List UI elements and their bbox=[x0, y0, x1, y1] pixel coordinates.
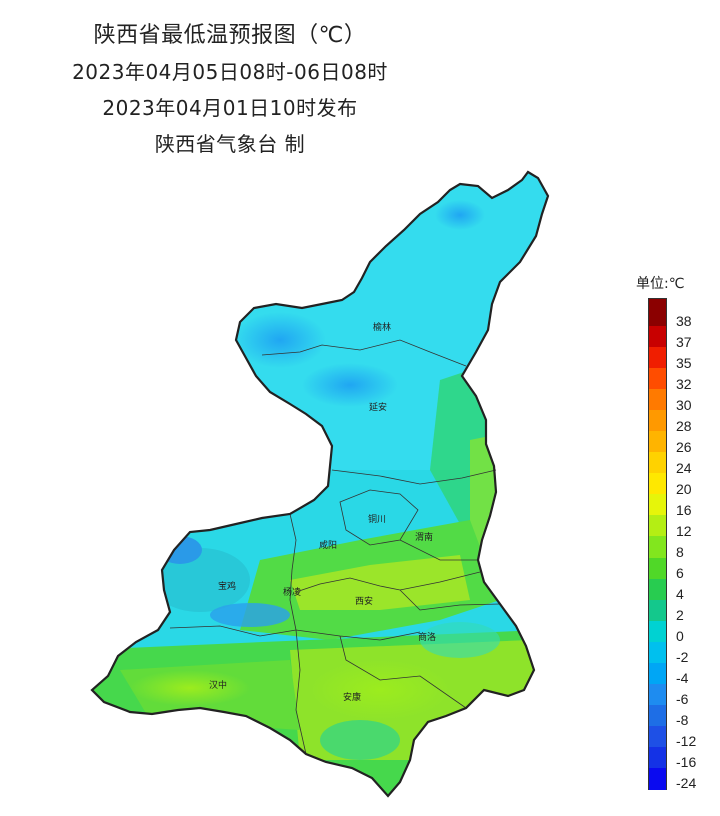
legend-tick-label: 38 bbox=[676, 312, 692, 329]
legend-tick-label: 6 bbox=[676, 565, 684, 582]
city-label-shangluo: 商洛 bbox=[418, 631, 436, 643]
legend-swatch bbox=[649, 662, 666, 685]
legend-tick-label: 2 bbox=[676, 607, 684, 624]
legend-swatch bbox=[649, 368, 666, 390]
legend-swatch bbox=[649, 767, 666, 790]
legend-swatch bbox=[649, 578, 666, 601]
legend-swatch bbox=[649, 557, 666, 580]
legend-swatch bbox=[649, 473, 666, 495]
legend-swatch bbox=[649, 725, 666, 748]
legend-tick-label: 16 bbox=[676, 501, 692, 518]
legend-swatch bbox=[649, 431, 666, 453]
legend-swatch bbox=[649, 746, 666, 769]
legend-tick-label: -4 bbox=[676, 670, 689, 687]
legend-tick-label: -8 bbox=[676, 712, 689, 729]
legend-swatch bbox=[649, 494, 666, 517]
map-title-block: 陕西省最低温预报图（℃） 2023年04月05日08时-06日08时 2023年… bbox=[0, 18, 460, 162]
legend-swatch bbox=[649, 620, 666, 643]
legend-tick-label: 28 bbox=[676, 417, 692, 434]
legend-tick-label: 30 bbox=[676, 396, 692, 413]
agency-label: 陕西省气象台 制 bbox=[154, 132, 306, 156]
legend-tick-label: -12 bbox=[676, 733, 697, 750]
legend-tick-label: 4 bbox=[676, 586, 684, 603]
city-label-tongchuan: 铜川 bbox=[368, 513, 386, 525]
legend-tick-label: -6 bbox=[676, 691, 689, 708]
city-label-baoji: 宝鸡 bbox=[218, 580, 236, 592]
legend-swatch bbox=[649, 347, 666, 369]
legend-swatch bbox=[649, 599, 666, 622]
legend-swatch bbox=[649, 389, 666, 411]
legend-tick-label: 26 bbox=[676, 438, 692, 455]
legend-title: 单位:℃ bbox=[636, 276, 685, 292]
city-boundaries bbox=[169, 339, 501, 755]
city-label-xianyang: 咸阳 bbox=[319, 539, 337, 551]
city-label-yulin: 榆林 bbox=[373, 321, 391, 333]
legend-tick-label: 0 bbox=[676, 628, 684, 645]
legend-tick-label: -24 bbox=[676, 775, 697, 792]
legend-tick-label: 12 bbox=[676, 522, 692, 539]
legend-swatch bbox=[649, 515, 666, 538]
legend-tick-label: 32 bbox=[676, 375, 692, 392]
legend-swatch bbox=[649, 305, 666, 327]
city-label-yangling: 杨凌 bbox=[283, 586, 301, 598]
legend-swatch bbox=[649, 410, 666, 432]
city-label-weinan: 渭南 bbox=[415, 531, 433, 543]
legend-tick-label: -16 bbox=[676, 754, 697, 771]
legend-swatch bbox=[649, 683, 666, 706]
legend-swatch bbox=[649, 326, 666, 348]
legend-tick-label: 8 bbox=[676, 544, 684, 560]
legend-swatch bbox=[649, 704, 666, 727]
forecast-period: 2023年04月05日08时-06日08时 bbox=[72, 60, 388, 84]
city-label-yanan: 延安 bbox=[369, 401, 387, 413]
legend-swatch bbox=[649, 536, 666, 559]
city-labels: 榆林 延安 铜川 咸阳 渭南 宝鸡 杨凌 西安 商洛 汉中 安康 bbox=[209, 321, 436, 703]
city-label-hanzhong: 汉中 bbox=[209, 679, 227, 691]
legend-tick-label: 20 bbox=[676, 480, 692, 497]
city-label-xian: 西安 bbox=[355, 595, 373, 607]
color-legend bbox=[648, 298, 667, 790]
legend-swatch bbox=[649, 641, 666, 664]
issue-time: 2023年04月01日10时发布 bbox=[102, 96, 358, 120]
legend-tick-label: -2 bbox=[676, 649, 689, 666]
city-label-ankang: 安康 bbox=[343, 691, 361, 703]
legend-tick-label: 24 bbox=[676, 459, 692, 476]
legend-tick-label: 37 bbox=[676, 333, 692, 350]
legend-swatch bbox=[649, 452, 666, 474]
map-title: 陕西省最低温预报图（℃） bbox=[93, 23, 367, 48]
legend-swatch-cap bbox=[649, 299, 666, 305]
legend-tick-label: 35 bbox=[676, 354, 692, 371]
